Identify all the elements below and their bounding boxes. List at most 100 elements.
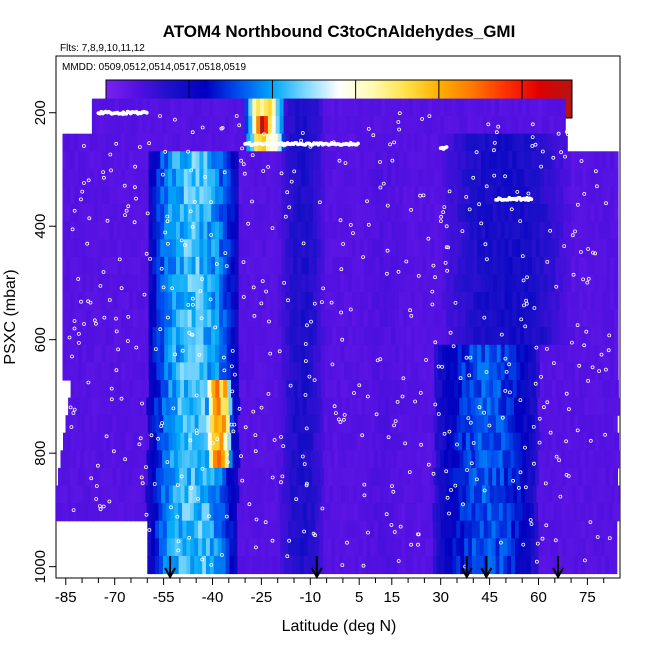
- heatmap-cell: [62, 292, 67, 311]
- heatmap-cell: [557, 397, 562, 416]
- observation-point: [588, 520, 593, 524]
- heatmap-cell: [602, 344, 607, 363]
- observation-point: [289, 179, 294, 184]
- heatmap-cell: [436, 116, 441, 135]
- heatmap-cell: [348, 344, 353, 363]
- heatmap-cell: [267, 98, 273, 117]
- heatmap-cell: [394, 415, 399, 434]
- heatmap-cell: [258, 239, 263, 258]
- heatmap-cell: [407, 485, 412, 504]
- heatmap-cell: [516, 204, 521, 223]
- heatmap-cell: [279, 116, 285, 135]
- heatmap-cell: [375, 344, 380, 363]
- heatmap-cell: [324, 467, 329, 487]
- heatmap-cell: [202, 467, 208, 487]
- observation-point: [482, 315, 487, 320]
- heatmap-cell: [500, 186, 506, 205]
- heatmap-cell: [288, 520, 293, 539]
- heatmap-cell: [199, 151, 204, 170]
- heatmap-cell: [528, 256, 533, 276]
- heatmap-cell: [606, 221, 611, 240]
- heatmap-cell: [127, 116, 132, 135]
- heatmap-cell: [371, 186, 377, 205]
- observation-point: [483, 242, 488, 247]
- heatmap-cell: [117, 432, 123, 451]
- observation-point: [496, 124, 501, 129]
- heatmap-cell: [365, 397, 370, 416]
- heatmap-cell: [364, 432, 369, 451]
- heatmap-cell: [404, 98, 410, 117]
- heatmap-cell: [87, 397, 93, 416]
- heatmap-cell: [400, 98, 406, 117]
- heatmap-cell: [70, 380, 76, 399]
- heatmap-cell: [195, 380, 201, 399]
- heatmap-cell: [74, 362, 79, 381]
- heatmap-cell: [514, 450, 519, 469]
- heatmap-cell: [370, 538, 375, 557]
- heatmap-cell: [438, 485, 444, 504]
- heatmap-cell: [199, 362, 204, 381]
- heatmap-cell: [237, 538, 242, 557]
- heatmap-cell: [274, 485, 279, 504]
- heatmap-cell: [537, 98, 543, 117]
- heatmap-cell: [348, 256, 353, 276]
- observation-point: [449, 488, 454, 492]
- heatmap-cell: [378, 555, 383, 575]
- heatmap-cell: [420, 397, 425, 416]
- heatmap-cell: [86, 327, 91, 346]
- track-point: [356, 141, 360, 146]
- heatmap-cell: [74, 239, 79, 258]
- heatmap-cell: [598, 274, 603, 293]
- heatmap-cell: [132, 362, 138, 381]
- heatmap-cell: [614, 239, 619, 258]
- heatmap-cell: [328, 274, 333, 293]
- heatmap-cell: [281, 380, 287, 399]
- heatmap-cell: [86, 485, 92, 504]
- observation-point: [440, 364, 445, 369]
- heatmap-cell: [379, 274, 384, 293]
- heatmap-cell: [117, 309, 122, 328]
- heatmap-cell: [215, 327, 220, 346]
- observation-point: [241, 260, 246, 265]
- heatmap-cell: [491, 520, 497, 539]
- heatmap-cell: [250, 151, 255, 170]
- heatmap-cell: [307, 520, 313, 539]
- heatmap-cell: [254, 485, 260, 504]
- heatmap-cell: [252, 503, 257, 522]
- heatmap-cell: [105, 239, 111, 258]
- heatmap-cell: [301, 239, 306, 258]
- heatmap-cell: [430, 151, 435, 170]
- heatmap-cell: [463, 116, 468, 135]
- heatmap-cell: [129, 292, 134, 311]
- heatmap-cell: [292, 538, 297, 557]
- heatmap-cell: [258, 309, 263, 328]
- heatmap-cell: [238, 133, 244, 152]
- heatmap-cell: [242, 309, 247, 328]
- heatmap-cell: [594, 362, 600, 381]
- observation-point: [196, 496, 200, 501]
- heatmap-cell: [250, 380, 255, 399]
- heatmap-cell: [402, 221, 408, 240]
- heatmap-cell: [559, 221, 564, 240]
- heatmap-cell: [481, 380, 486, 399]
- observation-point: [599, 352, 604, 357]
- heatmap-cell: [89, 415, 94, 434]
- heatmap-cell: [592, 397, 597, 416]
- heatmap-cell: [94, 432, 99, 451]
- profile-arrow-head: [460, 567, 473, 580]
- heatmap-cell: [612, 503, 617, 522]
- heatmap-cell: [246, 186, 251, 205]
- heatmap-cell: [528, 292, 533, 311]
- heatmap-cell: [113, 168, 118, 188]
- heatmap-cell: [336, 186, 341, 205]
- heatmap-cell: [471, 397, 476, 416]
- heatmap-cell: [582, 467, 587, 487]
- heatmap-cell: [199, 204, 204, 223]
- heatmap-cell: [371, 327, 377, 346]
- heatmap-cell: [103, 98, 109, 117]
- heatmap-cell: [234, 204, 240, 223]
- heatmap-cell: [162, 98, 167, 117]
- heatmap-cell: [246, 221, 251, 240]
- observation-point: [540, 149, 545, 154]
- heatmap-cell: [179, 292, 185, 311]
